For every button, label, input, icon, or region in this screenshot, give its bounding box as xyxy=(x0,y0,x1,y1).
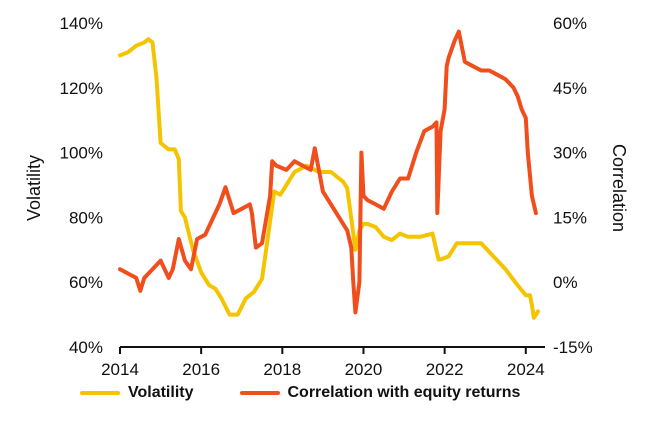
legend-label-volatility: Volatility xyxy=(128,384,194,401)
series-line-1 xyxy=(118,29,538,315)
y2-tick-label: -15% xyxy=(553,338,593,357)
y2-axis-ticks: -15% 0% 15% 30% 45% 60% xyxy=(553,14,593,357)
x-tick-label: 2020 xyxy=(345,360,383,379)
x-axis-ticks: 2014 2016 2018 2020 2022 2024 xyxy=(101,347,545,379)
legend-swatch-volatility xyxy=(80,391,120,395)
y-tick-label: 140% xyxy=(60,14,103,33)
legend-item-volatility: Volatility xyxy=(80,384,194,402)
legend: Volatility Correlation with equity retur… xyxy=(80,384,520,402)
y-axis-ticks: 40% 60% 80% 100% 120% 140% xyxy=(60,14,103,357)
y-tick-label: 120% xyxy=(60,79,103,98)
x-tick-label: 2014 xyxy=(101,360,139,379)
x-tick-label: 2018 xyxy=(263,360,301,379)
series-lines xyxy=(118,29,540,320)
legend-item-correlation: Correlation with equity returns xyxy=(239,384,521,402)
y-tick-label: 100% xyxy=(60,144,103,163)
x-tick-label: 2016 xyxy=(182,360,220,379)
y2-tick-label: 15% xyxy=(553,208,587,227)
y2-tick-label: 60% xyxy=(553,14,587,33)
x-tick-label: 2024 xyxy=(507,360,545,379)
y2-axis-title: Correlation xyxy=(609,144,629,232)
y2-tick-label: 0% xyxy=(553,273,578,292)
y2-tick-label: 45% xyxy=(553,79,587,98)
legend-swatch-correlation xyxy=(239,391,280,395)
y-tick-label: 60% xyxy=(69,273,103,292)
legend-label-correlation: Correlation with equity returns xyxy=(287,384,521,401)
x-tick-label: 2022 xyxy=(426,360,464,379)
series-line-0 xyxy=(118,37,540,320)
y2-tick-label: 30% xyxy=(553,144,587,163)
y-tick-label: 80% xyxy=(69,208,103,227)
y-tick-label: 40% xyxy=(69,338,103,357)
y-axis-title: Volatility xyxy=(24,155,44,221)
